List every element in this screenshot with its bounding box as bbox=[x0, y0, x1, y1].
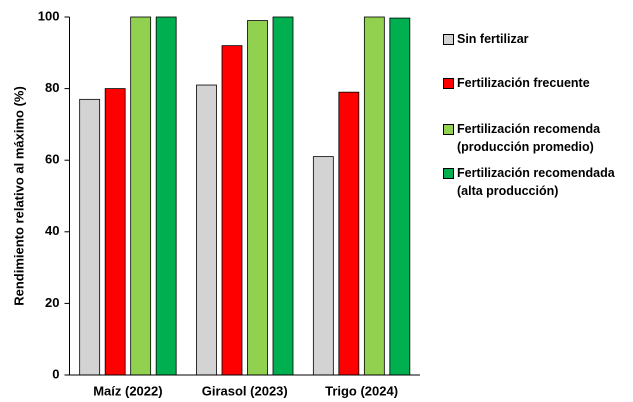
y-tick-label: 80 bbox=[45, 80, 59, 95]
bar bbox=[155, 16, 177, 376]
y-tick-label: 0 bbox=[52, 366, 59, 381]
legend-item: Sin fertilizar bbox=[443, 30, 529, 48]
legend-label: Fertilización frecuente bbox=[457, 76, 590, 90]
bar bbox=[130, 16, 152, 376]
y-axis-title: Rendimiento relativo al máximo (%) bbox=[11, 86, 26, 306]
legend-item: Fertilización recomendada (alta producci… bbox=[443, 164, 615, 200]
bar bbox=[104, 88, 126, 376]
x-tick-label: Trigo (2024) bbox=[325, 383, 398, 398]
legend-label: Fertilización recomendada (alta producci… bbox=[457, 166, 615, 198]
legend-item: Fertilización frecuente bbox=[443, 74, 590, 92]
y-tick-label: 40 bbox=[45, 223, 59, 238]
bar bbox=[79, 98, 101, 376]
y-tick-label: 60 bbox=[45, 152, 59, 167]
bar bbox=[247, 20, 268, 376]
y-tick-label: 100 bbox=[38, 8, 60, 23]
bar bbox=[272, 16, 294, 376]
bar bbox=[196, 84, 217, 376]
bar bbox=[312, 156, 334, 376]
bar bbox=[363, 16, 385, 376]
legend-label: Fertilización recomenda (producción prom… bbox=[457, 122, 601, 154]
x-tick-label: Maíz (2022) bbox=[93, 383, 162, 398]
legend-item: Fertilización recomenda (producción prom… bbox=[443, 120, 600, 156]
legend-swatch bbox=[443, 124, 454, 135]
y-tick-label: 20 bbox=[45, 295, 59, 310]
legend-swatch bbox=[443, 34, 454, 45]
legend-label: Sin fertilizar bbox=[457, 32, 529, 46]
legend-swatch bbox=[443, 78, 454, 89]
bar bbox=[221, 45, 243, 376]
bar bbox=[389, 17, 411, 376]
bar bbox=[338, 91, 360, 376]
x-tick-label: Girasol (2023) bbox=[202, 383, 288, 398]
legend-swatch bbox=[443, 168, 454, 179]
